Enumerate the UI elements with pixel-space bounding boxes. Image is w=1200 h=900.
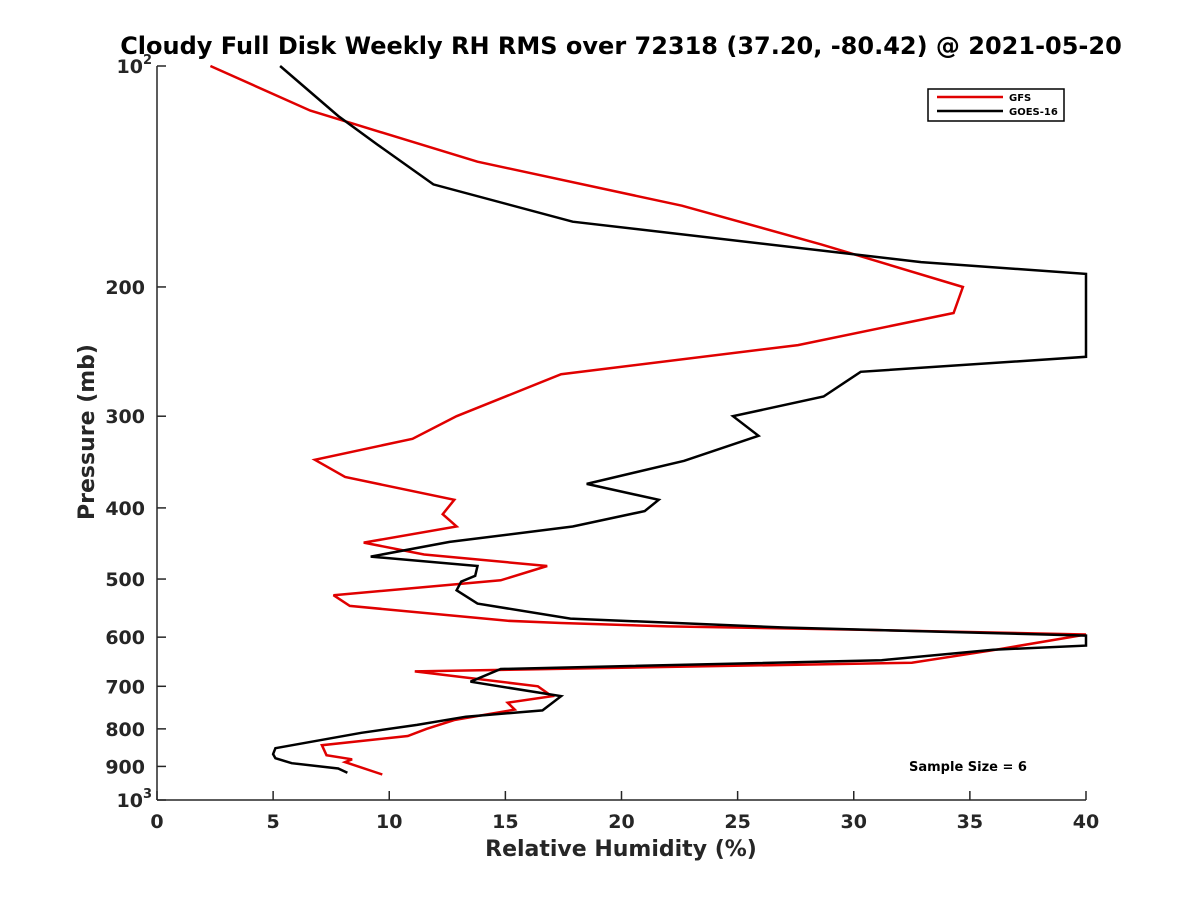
y-tick-label: 500 bbox=[105, 569, 145, 591]
x-tick-label: 0 bbox=[150, 811, 163, 833]
sample-size-annotation: Sample Size = 6 bbox=[909, 760, 1027, 775]
plot-area: 0 5 10 15 20 25 30 35 40 102 200 300 400 500 600 700 800… bbox=[105, 53, 1099, 833]
series-line-gfs bbox=[209, 64, 1087, 776]
legend-label-gfs: GFS bbox=[1009, 93, 1031, 104]
x-tick-label: 25 bbox=[724, 811, 750, 833]
x-axis-label: Relative Humidity (%) bbox=[485, 837, 757, 862]
x-tick-label: 30 bbox=[841, 811, 867, 833]
x-tick-label: 10 bbox=[376, 811, 402, 833]
x-tick-label: 15 bbox=[492, 811, 518, 833]
legend: GFS GOES-16 bbox=[927, 88, 1065, 122]
y-tick-label: 102 bbox=[117, 53, 153, 78]
chart-title: Cloudy Full Disk Weekly RH RMS over 7231… bbox=[120, 32, 1122, 60]
legend-label-goes16: GOES-16 bbox=[1009, 107, 1058, 118]
y-tick-label: 600 bbox=[105, 627, 145, 649]
x-tick-label: 40 bbox=[1073, 811, 1099, 833]
series-line-goes16 bbox=[271, 65, 1088, 774]
y-tick-label: 103 bbox=[117, 787, 153, 812]
y-axis-label: Pressure (mb) bbox=[75, 344, 100, 520]
y-tick-label: 900 bbox=[105, 756, 145, 778]
x-tick-label: 35 bbox=[957, 811, 983, 833]
data-series bbox=[209, 64, 1088, 776]
y-tick-label: 400 bbox=[105, 498, 145, 520]
y-tick-label: 300 bbox=[105, 406, 145, 428]
y-tick-label: 800 bbox=[105, 719, 145, 741]
x-tick-label: 20 bbox=[608, 811, 634, 833]
x-tick-label: 5 bbox=[267, 811, 280, 833]
y-tick-label: 200 bbox=[105, 277, 145, 299]
y-tick-label: 700 bbox=[105, 676, 145, 698]
